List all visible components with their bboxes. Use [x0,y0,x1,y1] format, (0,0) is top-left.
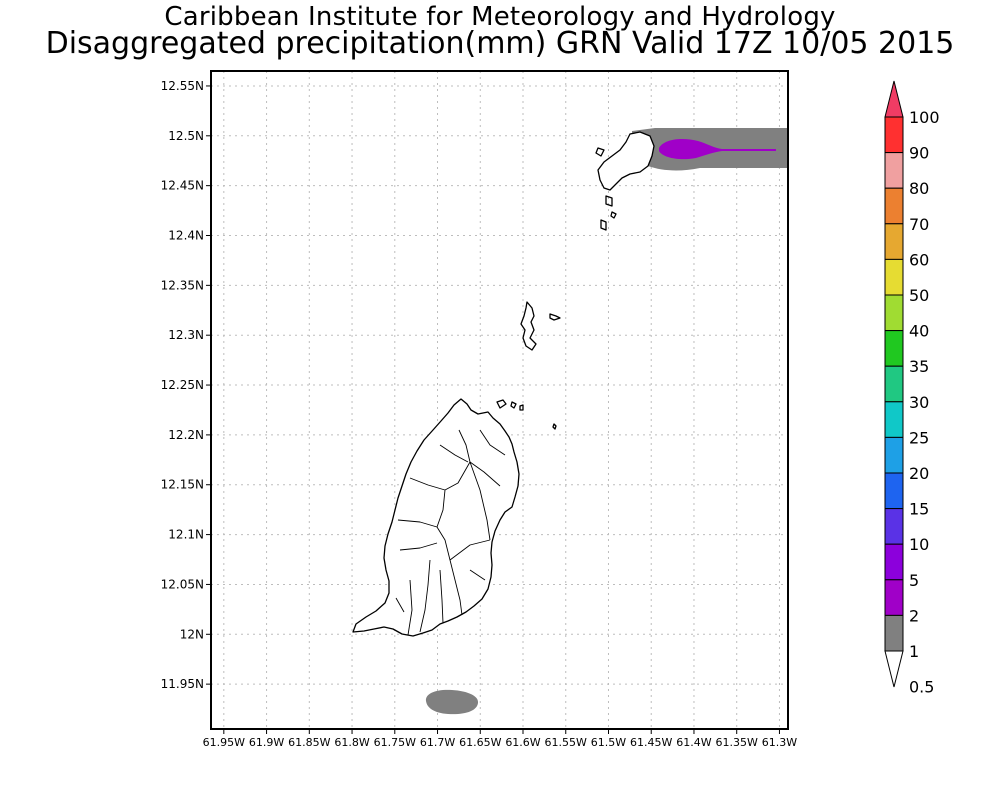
islet-north-4 [610,211,617,219]
colorbar-segment [884,472,904,510]
island-ronde [496,399,507,409]
colorbar-segment [884,436,904,474]
colorbar-label: 20 [909,464,929,483]
colorbar-arrow-top [884,80,904,118]
coastlines [352,131,655,637]
x-axis-labels: 61.95W 61.9W 61.85W 61.8W 61.75W 61.7W 61.65W 6… [203,729,797,749]
y-tick-label: 12.05N [161,577,204,591]
y-tick-label: 12.2N [168,428,204,442]
x-tick-label: 61.95W [203,736,245,749]
x-tick-label: 61.55W [545,736,587,749]
x-tick-label: 61.45W [630,736,672,749]
colorbar-label: 2 [909,606,919,625]
map-frame [210,70,789,730]
title-product: Disaggregated precipitation(mm) GRN Vali… [45,26,955,61]
colorbar-segment [884,152,904,189]
colorbar-label: 100 [909,108,940,127]
island-caille [510,401,517,409]
colorbar-label: 30 [909,393,929,412]
colorbar-label: 80 [909,179,929,198]
colorbar-label: 35 [909,357,929,376]
colorbar-label: 90 [909,144,929,163]
precip-area-south-blob [425,689,479,715]
colorbar-arrow-bottom [884,650,904,688]
y-tick-label: 11.95N [161,677,204,691]
x-tick-label: 61.5W [591,736,626,749]
colorbar-segment [884,258,904,296]
x-tick-label: 61.85W [288,736,330,749]
colorbar-label: 15 [909,500,929,519]
colorbar-segment [884,187,904,225]
colorbar-label: 5 [909,571,919,590]
y-tick-label: 12.25N [161,378,204,392]
y-axis-labels: 12.55N 12.5N 12.45N 12.4N 12.35N 12.3N 12.25N 1… [161,79,211,691]
x-tick-label: 61.7W [420,736,455,749]
colorbar-segment [884,401,904,438]
y-tick-label: 12.5N [168,129,204,143]
colorbar-segment [884,579,904,616]
x-tick-label: 61.4W [676,736,711,749]
islet-east [519,404,524,411]
graticule-grid [211,71,788,729]
colorbar-label: 60 [909,250,929,269]
x-tick-label: 61.65W [459,736,501,749]
x-tick-label: 61.3W [762,736,797,749]
islet-sandy [552,423,557,430]
x-tick-label: 61.8W [334,736,369,749]
title-institute: Caribbean Institute for Meteorology and … [164,2,836,32]
colorbar-segment [884,543,904,581]
colorbar-label: 10 [909,535,929,554]
islet-north-3 [600,219,607,231]
parish-boundaries [395,429,506,636]
y-tick-label: 12.4N [168,229,204,243]
colorbar-label: 50 [909,286,929,305]
y-tick-label: 12N [180,627,204,641]
x-tick-label: 61.35W [716,736,758,749]
y-tick-label: 12.3N [168,328,204,342]
y-tick-label: 12.45N [161,179,204,193]
y-tick-label: 12.1N [168,528,204,542]
x-tick-label: 61.9W [249,736,284,749]
colorbar-label: 0.5 [909,678,934,697]
colorbar-segment [884,223,904,260]
colorbar-segment [884,365,904,403]
island-grenada [352,398,520,637]
x-tick-label: 61.6W [505,736,540,749]
colorbar-segment [884,614,904,652]
islet-north-2 [605,195,613,207]
colorbar-segment [884,330,904,367]
island-carriacou [520,301,537,351]
islet-north-1 [595,147,605,157]
colorbar-label: 25 [909,428,929,447]
island-north-group [597,131,655,191]
island-petite-martinique [549,313,561,321]
y-tick-label: 12.35N [161,278,204,292]
colorbar-label: 40 [909,322,929,341]
colorbar-segment [884,294,904,332]
colorbar-segment [884,116,904,154]
precip-colorbar: 100 90 80 70 60 50 40 35 30 25 20 15 10 5 2 1 0.5 [884,80,940,697]
precipitation-fields [425,128,788,715]
colorbar-label: 70 [909,215,929,234]
colorbar-segment [884,508,904,545]
x-tick-label: 61.75W [374,736,416,749]
colorbar-label: 1 [909,642,919,661]
precip-area-north-core [659,139,776,160]
y-tick-label: 12.55N [161,79,204,93]
y-tick-label: 12.15N [161,478,204,492]
